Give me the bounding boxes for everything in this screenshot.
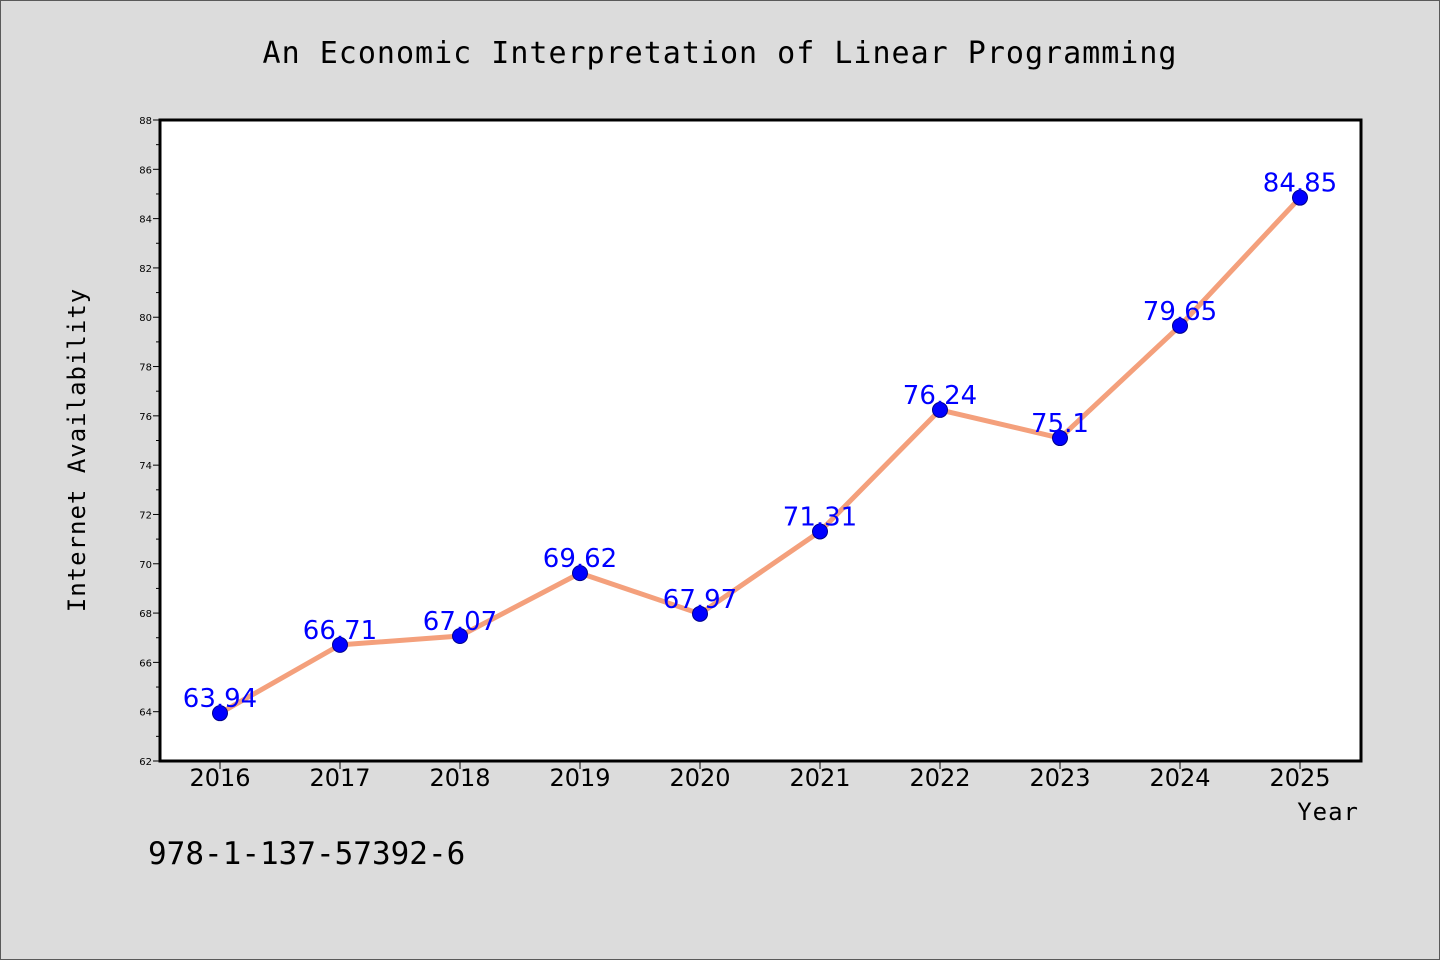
y-tick-label: 72 xyxy=(139,510,152,521)
data-point xyxy=(572,565,588,582)
data-label: 67.07 xyxy=(423,607,497,637)
data-label: 84.85 xyxy=(1263,169,1337,199)
data-point xyxy=(1172,317,1188,334)
x-axis-label: Year xyxy=(1297,798,1359,826)
data-label: 69.62 xyxy=(543,544,617,574)
data-point xyxy=(932,401,948,418)
data-point xyxy=(1292,189,1308,206)
x-tick-label: 2018 xyxy=(429,764,490,792)
data-label: 76.24 xyxy=(903,381,977,411)
series-markers xyxy=(212,189,1308,722)
x-tick-label: 2021 xyxy=(789,764,850,792)
data-point xyxy=(452,628,468,645)
series-line xyxy=(218,195,1302,716)
data-label: 79.65 xyxy=(1143,297,1217,327)
y-tick-label: 88 xyxy=(139,116,152,127)
data-label: 67.97 xyxy=(663,585,737,615)
chart-title: An Economic Interpretation of Linear Pro… xyxy=(263,36,1178,71)
data-point xyxy=(1052,430,1068,447)
x-tick-label: 2023 xyxy=(1029,764,1090,792)
y-axis-label: Internet Availability xyxy=(63,288,91,612)
data-labels: 63.94 66.71 67.07 69.62 67.97 71.31 76.24 75.1 7… xyxy=(183,169,1337,715)
plot-area xyxy=(158,118,1363,763)
data-label: 71.31 xyxy=(783,502,857,532)
x-tick-label: 2019 xyxy=(549,764,610,792)
y-tick-label: 66 xyxy=(139,658,152,669)
data-point xyxy=(812,523,828,540)
data-point xyxy=(212,705,228,722)
y-tick-label: 76 xyxy=(139,412,152,423)
x-tick-label: 2022 xyxy=(909,764,970,792)
footer-isbn: 978-1-137-57392-6 xyxy=(148,836,465,872)
data-point xyxy=(332,636,348,653)
x-tick-label: 2025 xyxy=(1269,764,1330,792)
data-label: 63.94 xyxy=(183,684,257,714)
y-tick-label: 62 xyxy=(139,757,152,768)
y-tick-label: 84 xyxy=(139,215,152,226)
x-axis: 2016 2017 2018 2019 2020 2021 2022 2023 2024 2025 xyxy=(189,761,1331,792)
y-axis: 62 64 66 68 70 72 74 76 78 80 82 84 86 88 xyxy=(139,116,160,768)
x-tick-label: 2016 xyxy=(189,764,250,792)
y-tick-label: 68 xyxy=(139,609,152,620)
y-tick-label: 70 xyxy=(139,560,152,571)
series-polyline xyxy=(218,195,1302,716)
y-tick-label: 82 xyxy=(139,264,152,275)
x-tick-label: 2020 xyxy=(669,764,730,792)
x-tick-label: 2017 xyxy=(309,764,370,792)
y-tick-label: 78 xyxy=(139,363,152,374)
data-label: 66.71 xyxy=(303,616,377,646)
y-tick-label: 86 xyxy=(139,165,152,176)
x-tick-label: 2024 xyxy=(1149,764,1210,792)
data-label: 75.1 xyxy=(1031,409,1089,439)
y-tick-label: 64 xyxy=(139,708,152,719)
data-point xyxy=(692,605,708,622)
y-tick-label: 80 xyxy=(139,313,152,324)
y-tick-label: 74 xyxy=(139,461,152,472)
